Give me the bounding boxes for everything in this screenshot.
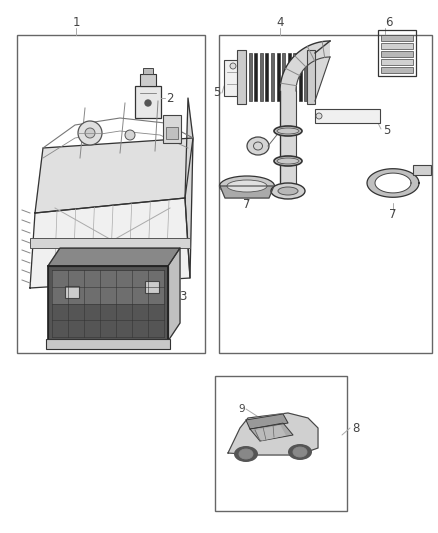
Bar [381, 67, 413, 73]
Bar [254, 53, 257, 101]
Circle shape [145, 100, 151, 106]
Bar [381, 51, 413, 57]
Ellipse shape [274, 126, 302, 136]
Bar [307, 50, 315, 104]
Bar [30, 238, 190, 248]
Text: 1: 1 [72, 17, 80, 29]
Bar [304, 53, 307, 101]
Ellipse shape [247, 137, 269, 155]
Circle shape [125, 130, 135, 140]
Text: 4: 4 [276, 17, 284, 29]
Bar [299, 53, 302, 101]
Bar [52, 271, 164, 304]
Ellipse shape [274, 156, 302, 166]
Bar [243, 53, 246, 101]
Bar [135, 86, 161, 118]
Bar [237, 50, 246, 104]
Bar [271, 53, 274, 101]
Bar [265, 53, 268, 101]
Polygon shape [30, 198, 190, 288]
Bar [163, 115, 181, 143]
Text: 3: 3 [179, 289, 187, 303]
Bar [293, 53, 297, 101]
Polygon shape [367, 169, 419, 197]
Text: 2: 2 [166, 92, 173, 104]
Bar [381, 43, 413, 49]
Ellipse shape [239, 449, 253, 459]
Bar [249, 53, 252, 101]
Circle shape [85, 128, 95, 138]
Bar [140, 74, 156, 86]
Bar [65, 286, 79, 298]
Bar [315, 109, 380, 123]
Bar [219, 35, 432, 353]
Polygon shape [280, 41, 330, 91]
Ellipse shape [293, 447, 307, 457]
Text: 7: 7 [389, 208, 397, 222]
Bar [48, 266, 168, 341]
Text: 6: 6 [385, 17, 392, 29]
Polygon shape [185, 98, 193, 278]
Bar [17, 35, 205, 353]
Polygon shape [228, 413, 318, 455]
Text: 7: 7 [243, 198, 251, 212]
Ellipse shape [234, 446, 258, 462]
Polygon shape [280, 91, 296, 191]
Polygon shape [315, 41, 330, 101]
Circle shape [230, 63, 236, 69]
Bar [215, 376, 347, 511]
Circle shape [316, 113, 322, 119]
Bar [381, 59, 413, 65]
Ellipse shape [278, 187, 298, 195]
Ellipse shape [219, 176, 275, 196]
Polygon shape [246, 414, 288, 429]
Polygon shape [220, 186, 274, 198]
Text: 5: 5 [212, 86, 220, 100]
Text: 9: 9 [238, 404, 245, 414]
Bar [46, 339, 170, 349]
Ellipse shape [288, 444, 312, 460]
Bar [224, 60, 242, 96]
Polygon shape [35, 138, 193, 213]
Bar [378, 30, 416, 76]
Bar [381, 35, 413, 41]
Text: 8: 8 [352, 422, 359, 434]
Bar [143, 68, 153, 74]
Polygon shape [250, 423, 293, 441]
Bar [48, 266, 168, 341]
Bar [276, 53, 279, 101]
Polygon shape [168, 248, 180, 341]
Bar [166, 127, 178, 139]
Bar [288, 53, 291, 101]
Polygon shape [255, 426, 285, 440]
Bar [282, 53, 285, 101]
Bar [413, 165, 431, 175]
Ellipse shape [271, 183, 305, 199]
Ellipse shape [227, 180, 267, 192]
Polygon shape [48, 248, 180, 266]
Bar [260, 53, 263, 101]
Text: 5: 5 [383, 125, 390, 138]
Bar [145, 281, 159, 293]
Circle shape [78, 121, 102, 145]
